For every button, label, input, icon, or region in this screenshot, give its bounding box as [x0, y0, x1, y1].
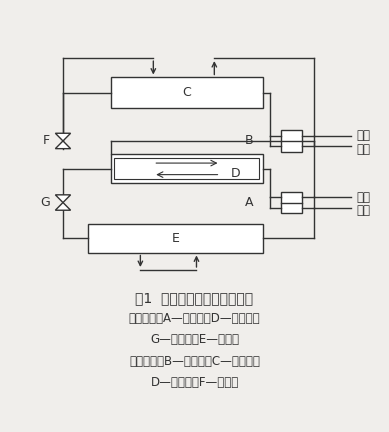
Text: 高温: 高温	[357, 130, 370, 143]
Text: 高温部分：B—压缩机；C—冷凝器；: 高温部分：B—压缩机；C—冷凝器；	[129, 355, 260, 368]
Polygon shape	[55, 141, 71, 149]
Text: 部分: 部分	[357, 143, 370, 156]
Polygon shape	[55, 133, 71, 141]
Text: F: F	[42, 134, 50, 147]
Text: E: E	[172, 232, 179, 245]
Text: D—蒸发器；F—节流阀: D—蒸发器；F—节流阀	[151, 376, 238, 389]
Text: 部分: 部分	[357, 204, 370, 217]
Bar	[88, 224, 263, 253]
Text: 图1  复叠式制冷循环系统原理: 图1 复叠式制冷循环系统原理	[135, 291, 254, 305]
Text: C: C	[182, 86, 191, 99]
Bar	[110, 77, 263, 108]
Bar	[281, 130, 302, 152]
Text: B: B	[245, 134, 254, 147]
Text: G—节流阀；E—蒸发器: G—节流阀；E—蒸发器	[150, 334, 239, 346]
Polygon shape	[55, 203, 71, 210]
Text: 低温: 低温	[357, 191, 370, 204]
Polygon shape	[55, 195, 71, 203]
Text: 低温部分：A—压缩机；D—冷凝器；: 低温部分：A—压缩机；D—冷凝器；	[129, 312, 260, 325]
Bar	[110, 154, 263, 183]
Text: G: G	[40, 196, 50, 209]
Bar	[114, 158, 259, 179]
Text: A: A	[245, 196, 254, 209]
Bar	[281, 192, 302, 213]
Text: D: D	[231, 167, 240, 180]
